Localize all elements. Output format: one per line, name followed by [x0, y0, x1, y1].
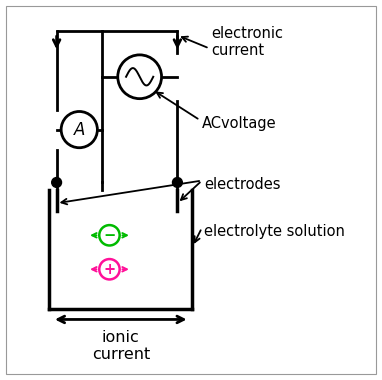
Circle shape — [52, 177, 62, 187]
Text: electronic
current: electronic current — [211, 26, 283, 58]
Text: ionic
current: ionic current — [92, 330, 150, 362]
Text: A: A — [74, 120, 85, 139]
Circle shape — [61, 111, 97, 148]
Text: electrodes: electrodes — [204, 177, 280, 192]
Circle shape — [173, 177, 182, 187]
Circle shape — [118, 55, 162, 99]
Text: electrolyte solution: electrolyte solution — [204, 224, 345, 239]
Text: −: − — [104, 228, 116, 243]
Text: ACvoltage: ACvoltage — [202, 116, 277, 131]
Text: +: + — [104, 262, 115, 277]
